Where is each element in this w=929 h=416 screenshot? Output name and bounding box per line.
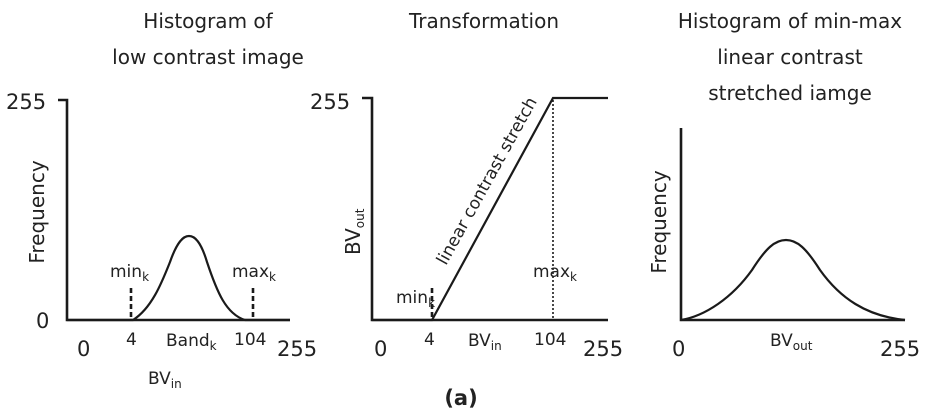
panel2-x-axis-label: BVin: [468, 331, 502, 353]
panel1-y-tick-0: 0: [36, 309, 49, 333]
panel2-max-label: maxk: [533, 262, 577, 284]
panel1-max-label: maxk: [232, 262, 276, 284]
panel3-title-line3: stretched iamge: [708, 81, 872, 105]
panel2-transform-line: [372, 96, 608, 322]
panel1-x-tick-104: 104: [234, 330, 266, 350]
panel1-title-line1: Histogram of: [143, 9, 273, 33]
panel2-min-label: mink: [396, 288, 435, 310]
panel2-x-tick-0: 0: [374, 337, 387, 361]
panel2-x-tick-4: 4: [424, 330, 435, 350]
panel3-title-line1: Histogram of min-max: [678, 9, 902, 33]
panel1-x-tick-0: 0: [77, 337, 90, 361]
panel3-x-tick-0: 0: [672, 337, 685, 361]
panel-stretched-histogram: Histogram of min-max linear contrast str…: [647, 9, 920, 361]
panel2-diagonal-label: linear contrast stretch: [433, 94, 542, 268]
panel1-axes: [58, 98, 290, 322]
panel2-y-label: BVout: [341, 208, 367, 255]
panel-low-contrast-histogram: Histogram of low contrast image 255 0 Fr…: [6, 9, 317, 391]
panel1-x-axis-label: BVin: [148, 369, 182, 391]
panel1-histogram-curve: [67, 234, 290, 322]
panel3-x-tick-255: 255: [880, 337, 920, 361]
panel1-band-label: Bandk: [166, 331, 217, 353]
panel3-axes: [679, 128, 905, 322]
panel2-axes: [362, 96, 608, 322]
panel1-y-tick-255: 255: [6, 90, 46, 114]
panel3-histogram-curve: [680, 238, 906, 322]
panel1-x-tick-255: 255: [277, 337, 317, 361]
panel2-x-tick-255: 255: [583, 337, 623, 361]
panel-transformation: Transformation 255 BVout linear contrast…: [310, 9, 623, 361]
panel1-title-line2: low contrast image: [112, 45, 304, 69]
panel3-title-line2: linear contrast: [717, 45, 863, 69]
panel1-y-label: Frequency: [25, 160, 49, 263]
panel3-x-axis-label: BVout: [770, 331, 813, 353]
panel2-y-tick-255: 255: [310, 90, 350, 114]
panel3-y-label: Frequency: [647, 170, 671, 273]
panel2-x-tick-104: 104: [534, 330, 566, 350]
panel1-min-label: mink: [110, 262, 149, 284]
figure-caption: (a): [444, 386, 477, 410]
panel2-title: Transformation: [408, 9, 559, 33]
panel1-x-tick-4: 4: [126, 330, 137, 350]
